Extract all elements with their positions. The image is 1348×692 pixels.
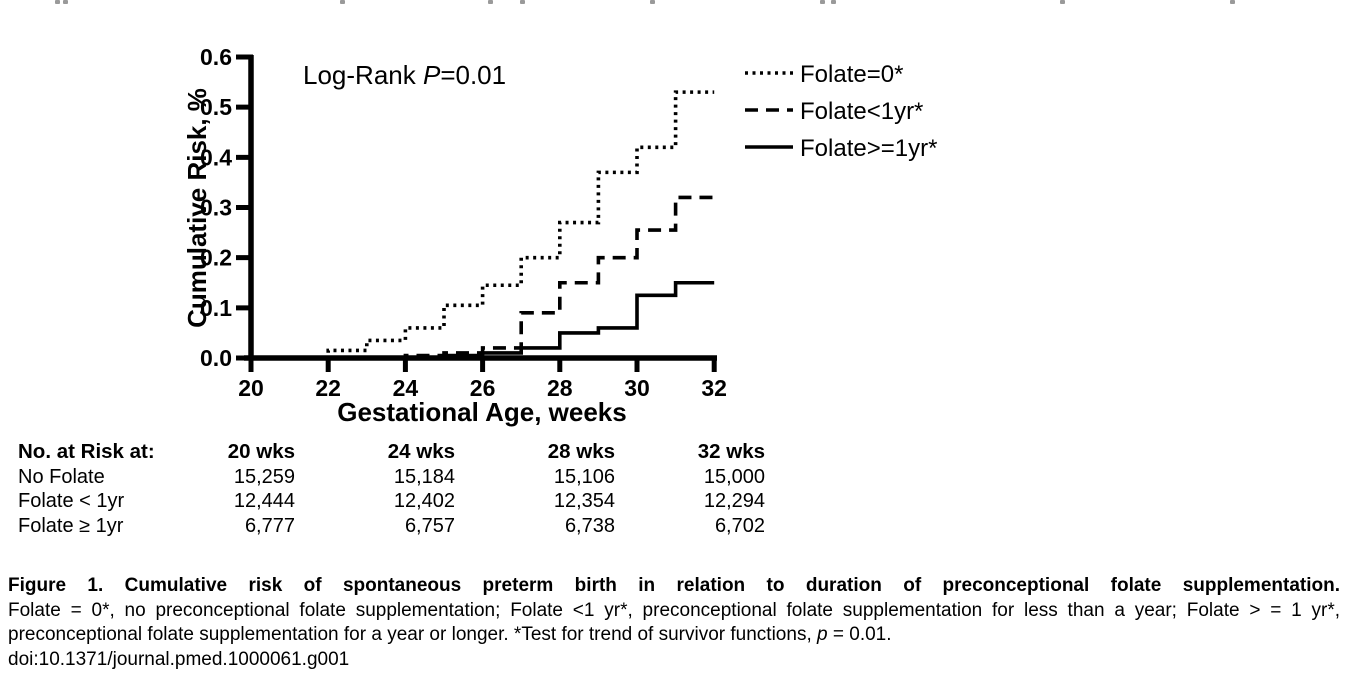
x-tick-label: 32 — [701, 375, 727, 401]
risk-value-cell: 12,402 — [393, 490, 455, 513]
risk-table-col-header: 24 wks — [387, 440, 455, 463]
logrank-prefix: Log-Rank — [303, 60, 423, 90]
y-tick-label: 0.5 — [200, 94, 232, 120]
cropped-text-artifact — [0, 0, 1348, 6]
risk-value-cell: 15,259 — [233, 465, 295, 488]
risk-row-label: No Folate — [18, 465, 105, 488]
logrank-annotation: Log-Rank P=0.01 — [303, 60, 506, 90]
y-tick-label: 0.2 — [200, 245, 232, 271]
x-tick-label: 24 — [393, 375, 419, 401]
x-tick-label: 30 — [624, 375, 650, 401]
caption-title: Figure 1. Cumulative risk of spontaneous… — [8, 575, 1340, 596]
risk-value-cell: 12,354 — [553, 490, 615, 513]
legend-label: Folate>=1yr* — [800, 135, 937, 162]
risk-table-col-header: 20 wks — [227, 440, 295, 463]
risk-value-cell: 12,294 — [703, 490, 765, 513]
x-tick-label: 28 — [547, 375, 573, 401]
series-solid-curve — [251, 280, 715, 360]
risk-value-cell: 6,702 — [714, 515, 765, 538]
risk-value-cell: 6,777 — [244, 515, 295, 538]
cumulative-risk-chart: Gestational Age, weeks Cumulative Risk, … — [182, 44, 937, 427]
risk-row-label: Folate < 1yr — [18, 490, 125, 513]
risk-value-cell: 15,000 — [703, 465, 765, 488]
x-axis-title: Gestational Age, weeks — [337, 397, 626, 427]
risk-table-title: No. at Risk at: — [18, 440, 155, 463]
legend-label: Folate<1yr* — [800, 98, 923, 125]
risk-table-col-header: 28 wks — [547, 440, 615, 463]
risk-value-cell: 6,738 — [564, 515, 615, 538]
caption-p-value: = 0.01. — [827, 624, 892, 645]
x-tick-label: 22 — [315, 375, 341, 401]
logrank-p: P — [423, 60, 441, 90]
x-tick-label: 20 — [238, 375, 264, 401]
caption-body: Folate = 0*, no preconceptional folate s… — [8, 599, 1340, 648]
risk-value-cell: 15,106 — [553, 465, 615, 488]
series-dashed-curve — [251, 195, 715, 360]
risk-value-cell: 6,757 — [404, 515, 455, 538]
y-tick-label: 0.3 — [200, 195, 232, 221]
series-dotted-curve — [251, 90, 715, 360]
curves-layer — [251, 90, 715, 360]
caption-body-text: Folate = 0*, no preconceptional folate s… — [8, 599, 1340, 646]
risk-row-label: Folate ≥ 1yr — [18, 515, 124, 538]
ticks-layer: 20 22 24 26 28 30 32 0.0 0.1 0.2 0.3 0.4 0.5 0.6 — [200, 44, 727, 401]
y-tick-label: 0.1 — [200, 295, 232, 321]
y-axis-title: Cumulative Risk, % — [182, 88, 212, 328]
y-tick-label: 0.4 — [200, 144, 232, 170]
risk-value-cell: 12,444 — [233, 490, 295, 513]
legend: Folate=0* Folate<1yr* Folate>=1yr* — [745, 61, 937, 162]
logrank-value: =0.01 — [440, 60, 506, 90]
x-tick-label: 26 — [470, 375, 496, 401]
risk-table-col-header: 32 wks — [697, 440, 765, 463]
y-tick-label: 0.0 — [200, 345, 232, 371]
legend-label: Folate=0* — [800, 61, 903, 88]
caption-doi: doi:10.1371/journal.pmed.1000061.g001 — [8, 648, 350, 670]
y-tick-label: 0.6 — [200, 44, 232, 70]
figure-caption: Figure 1. Cumulative risk of spontaneous… — [8, 574, 1340, 672]
risk-value-cell: 15,184 — [393, 465, 455, 488]
number-at-risk-table: No. at Risk at: 20 wks 24 wks 28 wks 32 wks N… — [18, 440, 765, 539]
caption-p-italic: p — [817, 624, 828, 645]
